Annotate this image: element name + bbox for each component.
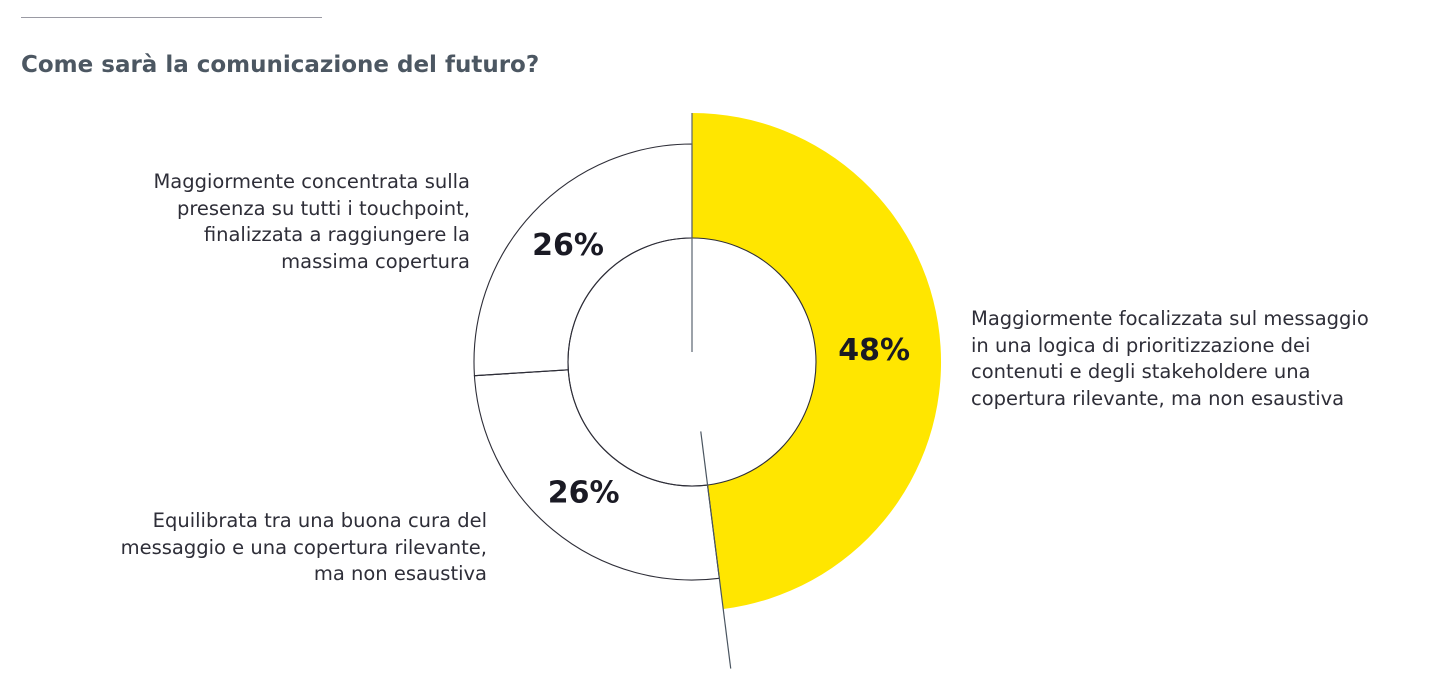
value-labels-group: 48% 26% 26%: [532, 228, 910, 510]
slice-value-label-2: 26%: [532, 228, 604, 263]
slice-value-label-1: 26%: [548, 475, 620, 510]
slice-value-label-0: 48%: [838, 333, 910, 368]
slice-label-focalizzata: Maggiormente focalizzata sul messaggio i…: [971, 307, 1369, 410]
dividers-group: [474, 113, 817, 669]
divider-bottom: [700, 431, 732, 669]
top-rule: [21, 17, 322, 18]
divider-left: [474, 369, 569, 377]
slice-label-equilibrata: Equilibrata tra una buona cura del messa…: [120, 509, 487, 585]
chart-title: Come sarà la comunicazione del futuro?: [21, 52, 540, 78]
slice-label-concentrata: Maggiormente concentrata sulla presenza …: [153, 170, 470, 273]
